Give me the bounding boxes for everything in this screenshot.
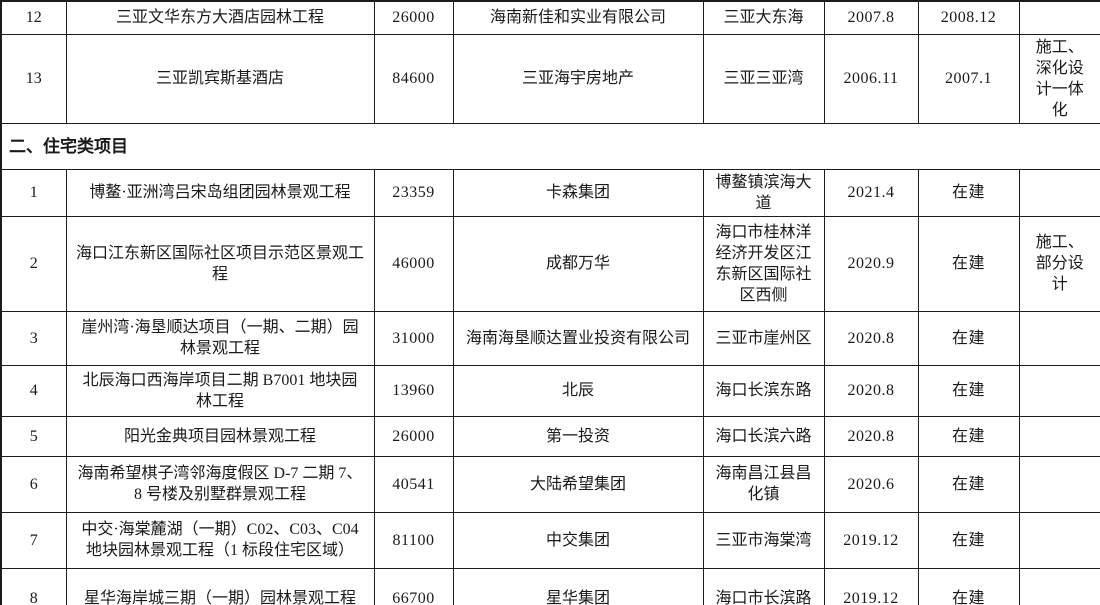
cell-project-name: 崖州湾·海垦顺达项目（一期、二期）园林景观工程 bbox=[65, 310, 375, 366]
cell-project-name: 海口江东新区国际社区项目示范区景观工程 bbox=[65, 215, 375, 312]
cell-index: 8 bbox=[0, 567, 67, 605]
cell-status: 在建 bbox=[917, 455, 1020, 513]
cell-status: 在建 bbox=[917, 511, 1020, 569]
table-row: 8 星华海岸城三期（一期）园林景观工程 66700 星华集团 海口市长滨路 20… bbox=[0, 567, 1100, 605]
cell-note bbox=[1018, 364, 1100, 417]
cell-area: 26000 bbox=[373, 415, 454, 457]
cell-client: 海南新佳和实业有限公司 bbox=[452, 0, 704, 35]
cell-note: 施工、深化设计一体化 bbox=[1018, 33, 1100, 124]
cell-location: 三亚市崖州区 bbox=[702, 310, 825, 366]
cell-area: 46000 bbox=[373, 215, 454, 312]
cell-area: 13960 bbox=[373, 364, 454, 417]
cell-project-name: 三亚凯宾斯基酒店 bbox=[65, 33, 375, 124]
cell-status: 在建 bbox=[917, 215, 1020, 312]
cell-location: 海南昌江县昌化镇 bbox=[702, 455, 825, 513]
cell-status: 在建 bbox=[917, 567, 1020, 605]
section-title: 二、住宅类项目 bbox=[0, 122, 1100, 170]
cell-client: 海南海垦顺达置业投资有限公司 bbox=[452, 310, 704, 366]
table-row: 4 北辰海口西海岸项目二期 B7001 地块园林工程 13960 北辰 海口长滨… bbox=[0, 364, 1100, 417]
cell-client: 中交集团 bbox=[452, 511, 704, 569]
cell-index: 1 bbox=[0, 168, 67, 217]
cell-status: 2007.1 bbox=[917, 33, 1020, 124]
cell-status: 2008.12 bbox=[917, 0, 1020, 35]
cell-index: 2 bbox=[0, 215, 67, 312]
cell-index: 4 bbox=[0, 364, 67, 417]
cell-client: 北辰 bbox=[452, 364, 704, 417]
cell-area: 31000 bbox=[373, 310, 454, 366]
table-row: 12 三亚文华东方大酒店园林工程 26000 海南新佳和实业有限公司 三亚大东海… bbox=[0, 0, 1100, 35]
cell-start-date: 2006.11 bbox=[823, 33, 919, 124]
table-row: 5 阳光金典项目园林景观工程 26000 第一投资 海口长滨六路 2020.8 … bbox=[0, 415, 1100, 457]
cell-client: 星华集团 bbox=[452, 567, 704, 605]
cell-status: 在建 bbox=[917, 168, 1020, 217]
cell-project-name: 星华海岸城三期（一期）园林景观工程 bbox=[65, 567, 375, 605]
cell-start-date: 2020.8 bbox=[823, 310, 919, 366]
cell-index: 7 bbox=[0, 511, 67, 569]
cell-index: 6 bbox=[0, 455, 67, 513]
cell-location: 海口长滨六路 bbox=[702, 415, 825, 457]
cell-client: 三亚海宇房地产 bbox=[452, 33, 704, 124]
cell-note bbox=[1018, 415, 1100, 457]
cell-location: 博鳌镇滨海大道 bbox=[702, 168, 825, 217]
table-row: 2 海口江东新区国际社区项目示范区景观工程 46000 成都万华 海口市桂林洋经… bbox=[0, 215, 1100, 312]
cell-note bbox=[1018, 511, 1100, 569]
cell-client: 成都万华 bbox=[452, 215, 704, 312]
cell-status: 在建 bbox=[917, 310, 1020, 366]
cell-location: 海口市长滨路 bbox=[702, 567, 825, 605]
cell-status: 在建 bbox=[917, 415, 1020, 457]
cell-area: 40541 bbox=[373, 455, 454, 513]
cell-note bbox=[1018, 455, 1100, 513]
table-row: 7 中交·海棠麓湖（一期）C02、C03、C04 地块园林景观工程（1 标段住宅… bbox=[0, 511, 1100, 569]
table-row: 3 崖州湾·海垦顺达项目（一期、二期）园林景观工程 31000 海南海垦顺达置业… bbox=[0, 310, 1100, 366]
cell-note: 施工、部分设计 bbox=[1018, 215, 1100, 312]
cell-note bbox=[1018, 0, 1100, 35]
cell-start-date: 2020.8 bbox=[823, 415, 919, 457]
cell-index: 3 bbox=[0, 310, 67, 366]
cell-note bbox=[1018, 567, 1100, 605]
cell-start-date: 2020.6 bbox=[823, 455, 919, 513]
cell-index: 13 bbox=[0, 33, 67, 124]
cell-start-date: 2019.12 bbox=[823, 511, 919, 569]
cell-start-date: 2019.12 bbox=[823, 567, 919, 605]
cell-project-name: 中交·海棠麓湖（一期）C02、C03、C04 地块园林景观工程（1 标段住宅区域… bbox=[65, 511, 375, 569]
cell-project-name: 阳光金典项目园林景观工程 bbox=[65, 415, 375, 457]
cell-project-name: 三亚文华东方大酒店园林工程 bbox=[65, 0, 375, 35]
cell-location: 三亚三亚湾 bbox=[702, 33, 825, 124]
cell-note bbox=[1018, 310, 1100, 366]
cell-area: 23359 bbox=[373, 168, 454, 217]
table-row: 13 三亚凯宾斯基酒店 84600 三亚海宇房地产 三亚三亚湾 2006.11 … bbox=[0, 33, 1100, 124]
cell-client: 卡森集团 bbox=[452, 168, 704, 217]
cell-client: 大陆希望集团 bbox=[452, 455, 704, 513]
cell-area: 66700 bbox=[373, 567, 454, 605]
cell-project-name: 海南希望棋子湾邻海度假区 D-7 二期 7、8 号楼及别墅群景观工程 bbox=[65, 455, 375, 513]
cell-start-date: 2007.8 bbox=[823, 0, 919, 35]
cell-project-name: 北辰海口西海岸项目二期 B7001 地块园林工程 bbox=[65, 364, 375, 417]
table-row: 1 博鳌·亚洲湾吕宋岛组团园林景观工程 23359 卡森集团 博鳌镇滨海大道 2… bbox=[0, 168, 1100, 217]
cell-start-date: 2020.9 bbox=[823, 215, 919, 312]
cell-status: 在建 bbox=[917, 364, 1020, 417]
cell-start-date: 2020.8 bbox=[823, 364, 919, 417]
cell-location: 三亚市海棠湾 bbox=[702, 511, 825, 569]
cell-project-name: 博鳌·亚洲湾吕宋岛组团园林景观工程 bbox=[65, 168, 375, 217]
cell-area: 26000 bbox=[373, 0, 454, 35]
cell-index: 5 bbox=[0, 415, 67, 457]
cell-location: 三亚大东海 bbox=[702, 0, 825, 35]
cell-location: 海口市桂林洋经济开发区江东新区国际社区西侧 bbox=[702, 215, 825, 312]
section-header-row: 二、住宅类项目 bbox=[0, 122, 1100, 170]
cell-note bbox=[1018, 168, 1100, 217]
cell-location: 海口长滨东路 bbox=[702, 364, 825, 417]
cell-start-date: 2021.4 bbox=[823, 168, 919, 217]
table-row: 6 海南希望棋子湾邻海度假区 D-7 二期 7、8 号楼及别墅群景观工程 405… bbox=[0, 455, 1100, 513]
cell-index: 12 bbox=[0, 0, 67, 35]
cell-client: 第一投资 bbox=[452, 415, 704, 457]
cell-area: 81100 bbox=[373, 511, 454, 569]
cell-area: 84600 bbox=[373, 33, 454, 124]
